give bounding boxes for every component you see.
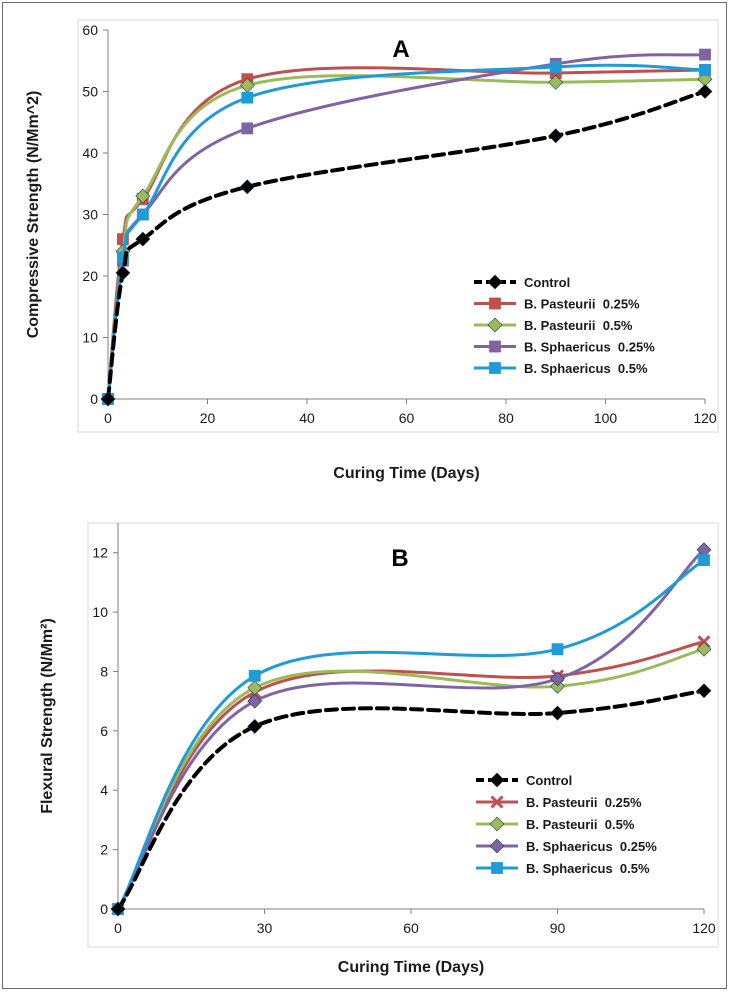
y-axis-label: Compressive Strength (N/Mm^2) [25,91,42,339]
series-line-control [116,688,706,911]
y-tick-label: 20 [82,268,98,284]
legend-swatch-marker [487,274,503,290]
legend-swatch-marker [489,772,505,788]
x-axis-label: Curing Time (Days) [338,959,484,976]
data-point-b-pasteurii-0-5-120 [696,641,712,657]
x-tick-label: 90 [550,920,566,936]
data-point-control-0 [110,901,126,917]
data-point-b-sphaericus-0-5-90 [549,61,562,73]
legend: Control B. Pasteurii 0.25% B. Pasteurii 0.… [476,772,657,876]
series-control [110,683,712,917]
x-tick-label: 120 [693,410,717,426]
data-point-b-pasteurii-0-5-90 [548,74,564,90]
chart-a: 0 10 20 30 40 50 60 0 20 40 60 80 100 120 Curing Time … [25,19,719,482]
series-control [100,84,713,407]
legend: Control B. Pasteurii 0.25% B. Pasteurii 0.… [474,274,655,376]
legend-swatch-marker [489,297,501,310]
legend-entry-label: B. Sphaericus 0.5% [524,361,648,376]
y-tick-label: 30 [82,207,98,223]
legend-entry-label: B. Sphaericus 0.25% [524,340,655,355]
x-tick-label: 80 [498,410,514,426]
data-point-b-sphaericus-0-5-120 [698,554,710,567]
data-point-b-sphaericus-0-5-120 [699,64,711,76]
x-tick-label: 100 [594,410,618,426]
y-tick-label: 10 [82,330,98,346]
y-tick-label: 2 [100,842,108,858]
legend-entry-label: B. Pasteurii 0.5% [524,318,633,333]
legend-entry-label: B. Pasteurii 0.25% [526,795,642,810]
legend-entry-label: Control [524,275,570,290]
legend-swatch-marker [489,340,501,353]
y-tick-label: 12 [92,545,108,561]
chart-title: B [391,545,408,572]
data-point-b-sphaericus-0-5-90 [551,643,564,656]
data-point-control-28 [239,179,255,195]
legend-entry-label: B. Pasteurii 0.25% [524,297,640,312]
legend-swatch-marker [489,362,501,374]
data-point-b-sphaericus-0-5-7 [136,208,149,221]
y-tick-label: 0 [100,901,108,917]
data-point-control-7 [135,231,151,247]
y-tick-label: 8 [100,663,108,679]
legend-swatch-marker [490,795,504,809]
x-tick-label: 120 [692,920,716,936]
series-line-b-pasteurii-0-5 [116,647,706,911]
x-tick-label: 60 [403,920,419,936]
legend-swatch-marker [487,317,503,333]
y-tick-label: 10 [92,604,108,620]
data-point-control-3 [115,265,131,281]
legend-entry-label: Control [526,773,572,788]
data-point-control-120 [696,683,712,699]
data-point-b-sphaericus-0-25-120 [699,48,711,61]
x-tick-label: 60 [399,410,415,426]
y-tick-label: 0 [90,391,98,407]
plot-frame [87,522,719,948]
legend-swatch-marker [489,816,505,832]
y-axis-label: Flexural Strength (N/Mm²) [39,618,56,814]
x-tick-label: 40 [299,410,315,426]
legend-entry-label: B. Sphaericus 0.5% [526,861,650,876]
data-point-control-120 [697,84,713,99]
series-line-b-sphaericus-0-25 [116,548,706,911]
data-point-control-90 [548,128,564,144]
data-point-control-90 [550,705,565,721]
data-point-b-sphaericus-0-5-28 [248,670,261,682]
x-tick-label: 20 [200,410,216,426]
data-point-b-sphaericus-0-25-28 [247,693,263,709]
series-line-b-sphaericus-0-5 [116,558,706,911]
chart-title: A [392,36,409,63]
x-axis-label: Curing Time (Days) [333,465,479,482]
data-point-b-sphaericus-0-25-90 [550,671,565,687]
legend-entry-label: B. Pasteurii 0.5% [526,817,635,832]
data-point-b-sphaericus-0-5-28 [241,91,254,104]
legend-swatch-marker [489,838,505,854]
y-tick-label: 6 [100,723,108,739]
y-tick-label: 4 [100,782,108,798]
y-tick-label: 50 [82,84,98,100]
x-tick-label: 30 [257,920,273,936]
x-tick-label: 0 [104,410,112,426]
x-tick-label: 0 [114,920,122,936]
legend-swatch-marker [491,862,503,874]
y-tick-label: 60 [82,22,98,38]
data-point-b-pasteurii-0-5-28 [247,680,263,696]
data-point-b-sphaericus-0-25-28 [241,122,254,135]
legend-entry-label: B. Sphaericus 0.25% [526,839,657,854]
data-point-b-pasteurii-0-5-7 [135,188,151,204]
series-b-pasteurii-0-5 [100,71,713,407]
data-point-control-0 [100,391,116,407]
y-tick-label: 40 [82,145,98,161]
plot-frame [77,19,719,433]
data-point-control-28 [247,718,263,734]
